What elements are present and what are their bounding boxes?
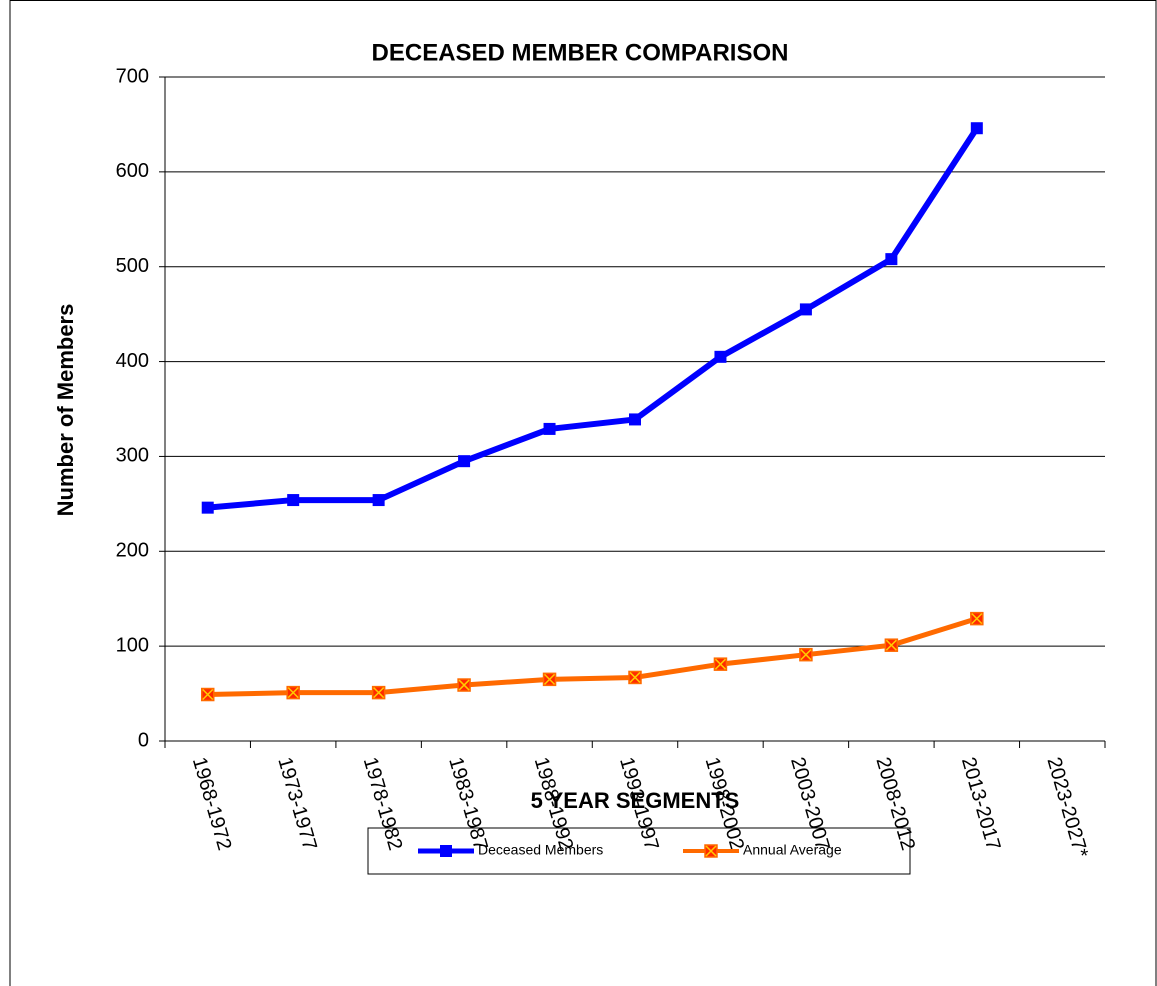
data-point — [200, 687, 215, 702]
x-tick-label: 1973-1977 — [273, 755, 321, 853]
data-point — [799, 303, 812, 316]
data-point — [714, 350, 727, 363]
marker-part — [629, 671, 641, 683]
x-axis-title: 5 YEAR SEGMENTS — [531, 788, 740, 813]
chart-title: DECEASED MEMBER COMPARISON — [372, 39, 789, 66]
data-point — [799, 647, 813, 662]
data-point — [287, 494, 300, 507]
data-point — [884, 638, 899, 652]
marker-part — [458, 679, 470, 691]
series-line — [207, 126, 980, 511]
x-tick-label: 2023-2027* — [1042, 755, 1092, 861]
marker-part — [714, 658, 726, 670]
x-tick-label: 1968-1972 — [188, 755, 236, 853]
data-point — [372, 494, 385, 507]
data-point — [286, 685, 300, 700]
data-point — [458, 455, 471, 468]
data-point — [629, 413, 641, 426]
marker-part — [971, 613, 983, 625]
data-point — [885, 253, 898, 266]
series-line — [207, 616, 978, 698]
data-point — [457, 678, 471, 692]
marker-part — [202, 688, 214, 701]
marker-part — [705, 845, 717, 857]
data-point — [201, 501, 214, 514]
chart-frame — [9, 0, 1157, 986]
data-point — [970, 122, 983, 135]
y-tick-label: 500 — [116, 255, 149, 277]
marker-part — [544, 673, 556, 685]
legend-marker — [440, 845, 452, 857]
marker-part — [800, 649, 812, 661]
marker-part — [287, 687, 299, 699]
y-tick-label: 600 — [116, 160, 149, 182]
data-point — [713, 657, 728, 671]
marker-part — [885, 639, 897, 651]
data-point — [628, 670, 642, 685]
y-tick-label: 200 — [116, 540, 149, 562]
legend-label: Annual Average — [743, 842, 842, 858]
legend-marker — [704, 844, 718, 858]
y-tick-label: 100 — [116, 634, 149, 656]
x-tick-label: 1978-1982 — [359, 755, 407, 853]
data-point — [371, 685, 386, 700]
data-point — [543, 422, 556, 435]
legend-label: Deceased Members — [478, 842, 603, 858]
data-point — [542, 672, 557, 687]
y-tick-label: 300 — [116, 445, 149, 467]
y-tick-label: 400 — [116, 350, 149, 372]
data-point — [970, 611, 984, 626]
marker-part — [373, 687, 385, 699]
y-axis-title: Number of Members — [53, 304, 78, 517]
x-tick-label: 2013-2017 — [957, 755, 1005, 853]
y-tick-label: 700 — [116, 65, 149, 87]
y-tick-label: 0 — [138, 729, 149, 751]
